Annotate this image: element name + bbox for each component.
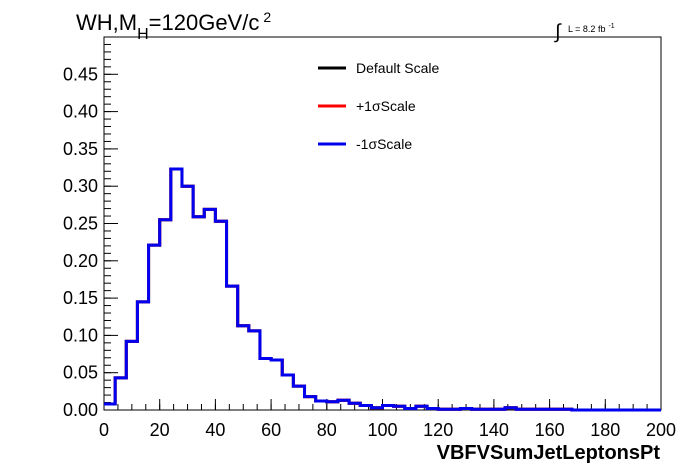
legend-label-1: +1σScale [356, 98, 416, 114]
series-line-1 [104, 167, 661, 412]
y-tick-label: 0.05 [63, 363, 98, 383]
title-main: WH,M [76, 10, 137, 35]
x-tick-label: 60 [261, 420, 281, 440]
series-line-0 [104, 167, 661, 412]
legend-label-2: -1σScale [356, 136, 412, 152]
x-tick-label: 140 [479, 420, 509, 440]
x-tick-label: 180 [590, 420, 620, 440]
legend-label-0: Default Scale [356, 60, 439, 76]
title-subscript: H [137, 26, 149, 43]
x-tick-label: 40 [205, 420, 225, 440]
x-tick-label: 120 [423, 420, 453, 440]
x-axis-label: VBFVSumJetLeptonsPt [437, 442, 661, 464]
plot-frame [103, 36, 662, 411]
y-tick-label: 0.40 [63, 102, 98, 122]
title-superscript: 2 [263, 9, 271, 25]
lumi-label: L = 8.2 fb -1 [568, 23, 615, 34]
series-line-2 [104, 167, 661, 412]
y-tick-label: 0.00 [63, 400, 98, 420]
x-tick-label: 100 [367, 420, 397, 440]
y-tick-label: 0.10 [63, 325, 98, 345]
y-axis: 0.00 0.05 0.10 0.15 0.20 0.25 0.30 0.35 0.40 0.45 [63, 36, 118, 420]
lumi-integral-sign: ∫ [554, 21, 562, 43]
x-tick-label: 200 [646, 420, 676, 440]
series-group [104, 167, 661, 412]
x-tick-label: 80 [317, 420, 337, 440]
y-tick-label: 0.25 [63, 214, 98, 234]
y-tick-label: 0.15 [63, 288, 98, 308]
x-tick-label: 0 [99, 420, 109, 440]
y-tick-label: 0.20 [63, 251, 98, 271]
chart-title: WH,MH=120GeV/c 2 [76, 9, 271, 43]
legend: Default Scale +1σScale -1σScale [318, 60, 439, 152]
y-tick-label: 0.35 [63, 139, 98, 159]
y-tick-label: 0.30 [63, 176, 98, 196]
x-tick-label: 20 [150, 420, 170, 440]
x-tick-label: 160 [535, 420, 565, 440]
y-tick-label: 0.45 [63, 64, 98, 84]
title-rest: =120GeV/c [149, 10, 260, 35]
